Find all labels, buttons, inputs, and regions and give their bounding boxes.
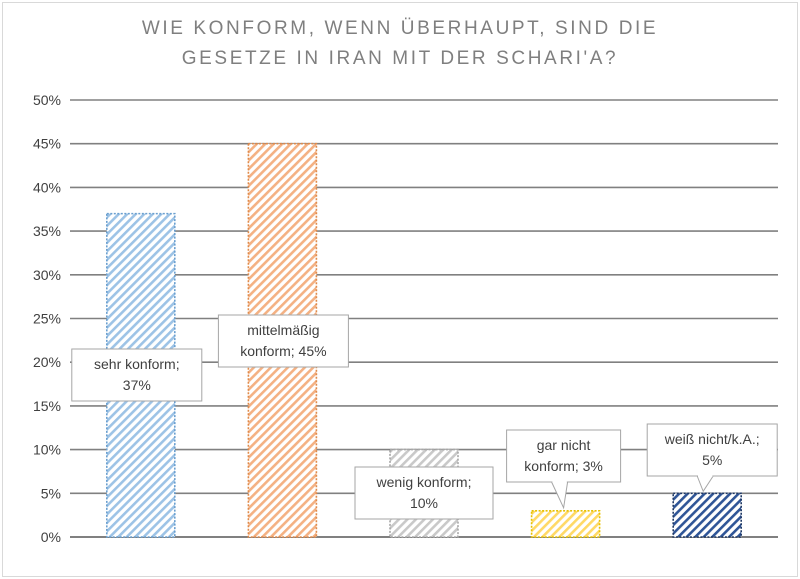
chart-title: WIE KONFORM, WENN ÜBERHAUPT, SIND DIE GE… xyxy=(0,14,800,74)
data-label: sehr konform; 37% xyxy=(71,348,203,402)
y-tick-label: 15% xyxy=(33,398,61,414)
svg-text:weiß nicht/k.A.;: weiß nicht/k.A.; xyxy=(664,431,760,447)
y-axis: 0% 5% 10% 15% 20% 25% 30% 35% 40% 45% 50% xyxy=(33,92,61,545)
chart-title-line-1: WIE KONFORM, WENN ÜBERHAUPT, SIND DIE xyxy=(141,18,659,39)
data-label: weiß nicht/k.A.; 5% xyxy=(646,423,778,493)
bar xyxy=(672,492,743,538)
bar xyxy=(530,509,601,538)
svg-text:sehr konform;: sehr konform; xyxy=(94,356,180,372)
y-tick-label: 10% xyxy=(33,442,61,458)
gridlines xyxy=(70,99,778,538)
data-label: wenig konform; 10% xyxy=(354,466,494,520)
data-labels: sehr konform; 37% mittelmäßig konform; 45% w… xyxy=(71,314,778,520)
y-tick-label: 30% xyxy=(33,267,61,283)
y-tick-label: 0% xyxy=(41,529,61,545)
data-label: mittelmäßig konform; 45% xyxy=(217,314,349,368)
svg-text:10%: 10% xyxy=(410,495,438,511)
y-tick-label: 25% xyxy=(33,311,61,327)
y-tick-label: 5% xyxy=(41,485,61,501)
y-tick-label: 35% xyxy=(33,223,61,239)
y-tick-label: 20% xyxy=(33,354,61,370)
data-label: gar nicht konform; 3% xyxy=(506,429,622,510)
y-tick-label: 50% xyxy=(33,92,61,108)
svg-text:5%: 5% xyxy=(702,452,722,468)
svg-text:konform; 45%: konform; 45% xyxy=(240,343,326,359)
svg-text:mittelmäßig: mittelmäßig xyxy=(247,322,319,338)
chart-title-line-2: GESETZE IN IRAN MIT DER SCHARI'A? xyxy=(181,48,619,69)
svg-text:wenig konform;: wenig konform; xyxy=(376,474,472,490)
y-tick-label: 45% xyxy=(33,136,61,152)
svg-text:konform; 3%: konform; 3% xyxy=(524,458,603,474)
y-tick-label: 40% xyxy=(33,179,61,195)
svg-text:gar nicht: gar nicht xyxy=(537,437,591,453)
svg-text:37%: 37% xyxy=(123,377,151,393)
